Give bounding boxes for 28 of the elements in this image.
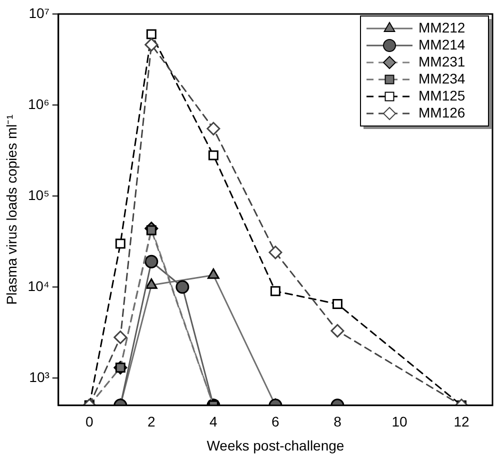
legend-label: MM214	[418, 36, 466, 52]
y-tick-label: 10⁶	[28, 96, 50, 112]
y-tick-label: 10⁷	[28, 4, 50, 21]
x-tick-label: 6	[272, 414, 280, 430]
x-tick-label: 0	[85, 414, 94, 430]
x-tick-label: 4	[210, 414, 218, 430]
point	[176, 280, 190, 294]
point	[144, 38, 158, 52]
x-tick-label: 12	[454, 414, 470, 430]
legend-label: MM125	[418, 87, 466, 104]
point	[268, 246, 282, 260]
point	[115, 238, 126, 249]
x-axis-title: Weeks post-challenge	[206, 437, 344, 454]
legend-label: MM234	[418, 70, 466, 86]
y-axis-title: Plasma virus loads copies ml⁻¹	[3, 114, 20, 305]
legend-label: MM212	[418, 19, 466, 36]
point	[208, 150, 218, 160]
point	[144, 254, 158, 268]
x-tick-label: 8	[334, 414, 342, 430]
y-tick-label: 10⁴	[28, 278, 50, 294]
x-tick-label: 10	[392, 414, 408, 430]
point	[206, 122, 220, 136]
point	[146, 29, 156, 40]
legend-label: MM231	[418, 53, 466, 70]
y-tick-label: 10⁵	[28, 186, 50, 203]
legend-label: MM126	[418, 104, 466, 120]
y-tick-label: 10³	[29, 368, 50, 385]
x-tick-label: 2	[148, 414, 156, 430]
